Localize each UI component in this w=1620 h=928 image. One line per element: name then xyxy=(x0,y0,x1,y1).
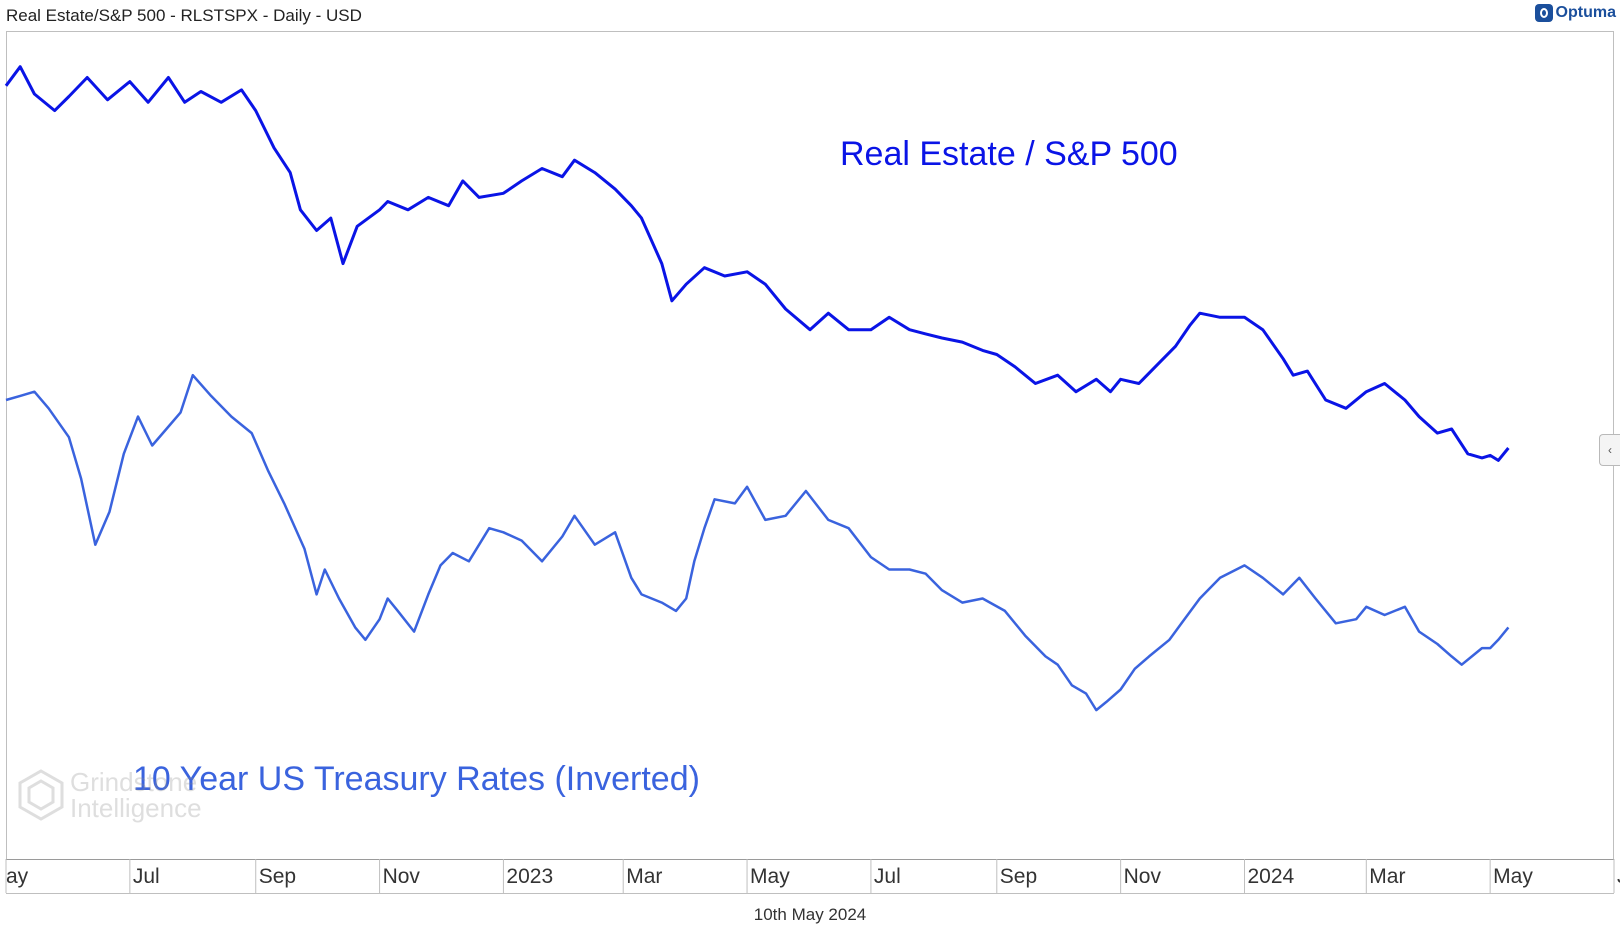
x-tick-label: Mar xyxy=(626,865,662,888)
x-tick-label: Mar xyxy=(1369,865,1405,888)
series-layer xyxy=(4,65,1510,712)
series-line-real-estate xyxy=(4,65,1510,462)
chart-date: 10th May 2024 xyxy=(753,905,867,924)
x-axis-ticks: ay Jul Sep Nov 2023 Mar May Jul Sep Nov 2024 Mar May… xyxy=(5,859,1620,893)
x-tick-label: Sep xyxy=(1000,865,1037,888)
x-tick-label: Nov xyxy=(1124,865,1162,888)
grindstone-logo-icon xyxy=(18,769,64,821)
optuma-logo-icon xyxy=(1534,4,1553,22)
chevron-left-icon: ‹ xyxy=(1608,443,1612,457)
x-tick-label: Sep xyxy=(259,865,296,888)
watermark-line-2: Intelligence xyxy=(70,793,202,823)
x-tick-label: Jul xyxy=(133,865,160,888)
chart-title: Real Estate/S&P 500 - RLSTSPX - Daily - … xyxy=(6,6,362,25)
x-tick-label: May xyxy=(1493,865,1533,888)
x-tick-label: 2023 xyxy=(506,865,553,888)
series-label-treasury: 10 Year US Treasury Rates (Inverted) xyxy=(133,760,700,798)
x-tick-label: Nov xyxy=(383,865,421,888)
series-label-real-estate: Real Estate / S&P 500 xyxy=(840,135,1178,173)
brand-name: Optuma xyxy=(1555,4,1616,21)
x-tick-label: 2024 xyxy=(1247,865,1294,888)
x-tick-label: ay xyxy=(6,865,29,888)
watermark: Grindstone Intelligence xyxy=(16,768,202,822)
x-tick-label: May xyxy=(750,865,790,888)
series-line-treasury xyxy=(5,373,1510,712)
collapse-panel-button[interactable]: ‹ xyxy=(1599,434,1620,466)
x-tick-label: Jul xyxy=(1617,865,1620,888)
brand-logo: Optuma xyxy=(1534,4,1616,22)
x-tick-label: Jul xyxy=(874,865,901,888)
plot-area-border xyxy=(6,31,1614,860)
watermark-line-1: Grindstone xyxy=(70,767,198,797)
